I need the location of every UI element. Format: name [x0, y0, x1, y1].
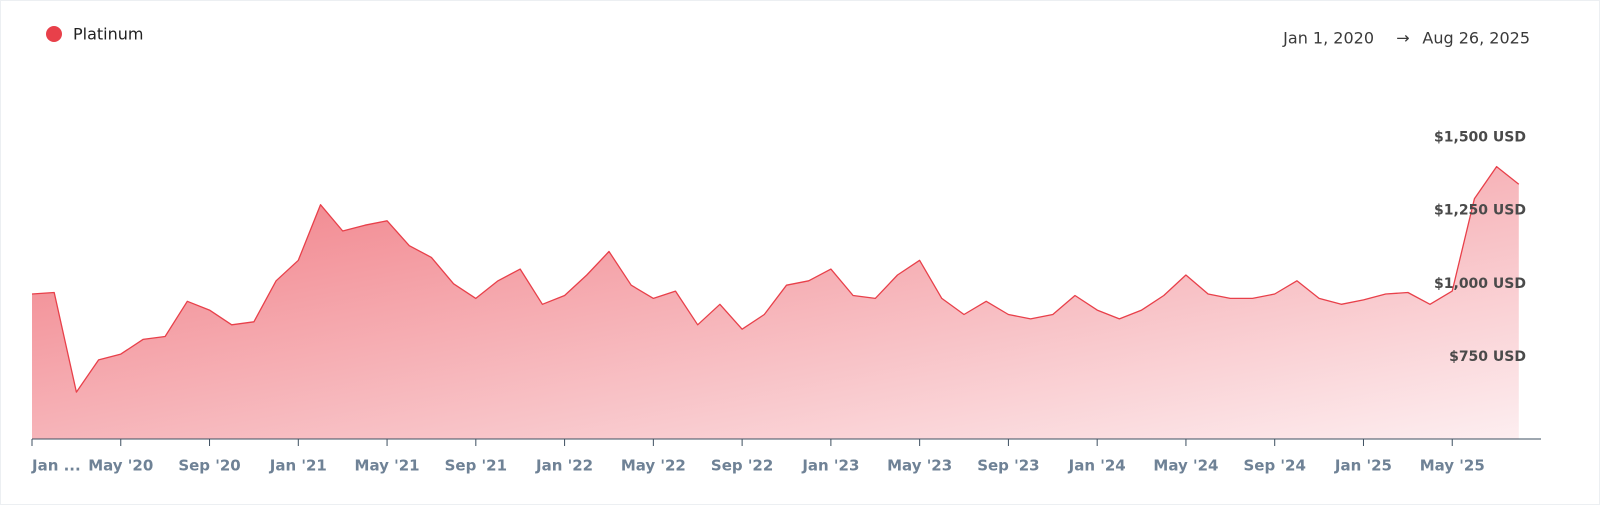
x-tick-label: Sep '22	[711, 457, 773, 475]
x-tick-label: Sep '24	[1244, 457, 1306, 475]
y-tick-label: $750 USD	[1449, 349, 1526, 365]
x-tick-label: Jan '22	[535, 457, 593, 475]
y-tick-label: $1,000 USD	[1434, 276, 1526, 292]
x-tick-label: Sep '21	[445, 457, 507, 475]
x-tick-label: Jan ...	[31, 457, 81, 475]
x-tick-label: Jan '25	[1334, 457, 1392, 475]
x-tick-label: May '24	[1153, 457, 1218, 475]
x-tick-label: Sep '20	[178, 457, 240, 475]
date-end: Aug 26, 2025	[1422, 29, 1530, 48]
y-tick-label: $1,500 USD	[1434, 129, 1526, 145]
x-tick-label: May '21	[355, 457, 420, 475]
x-tick-label: May '25	[1420, 457, 1485, 475]
x-tick-label: Jan '23	[801, 457, 859, 475]
x-tick-label: May '20	[88, 457, 153, 475]
legend-marker	[46, 26, 62, 42]
x-tick-label: Sep '23	[977, 457, 1039, 475]
x-tick-label: May '23	[887, 457, 952, 475]
legend-label: Platinum	[73, 25, 143, 44]
x-tick-label: Jan '21	[269, 457, 327, 475]
date-separator: →	[1396, 29, 1409, 48]
y-tick-label: $1,250 USD	[1434, 203, 1526, 219]
x-tick-label: Jan '24	[1068, 457, 1126, 475]
area	[32, 166, 1519, 439]
line	[31, 165, 1520, 393]
date-start: Jan 1, 2020	[1282, 29, 1374, 48]
x-tick-label: May '22	[621, 457, 686, 475]
